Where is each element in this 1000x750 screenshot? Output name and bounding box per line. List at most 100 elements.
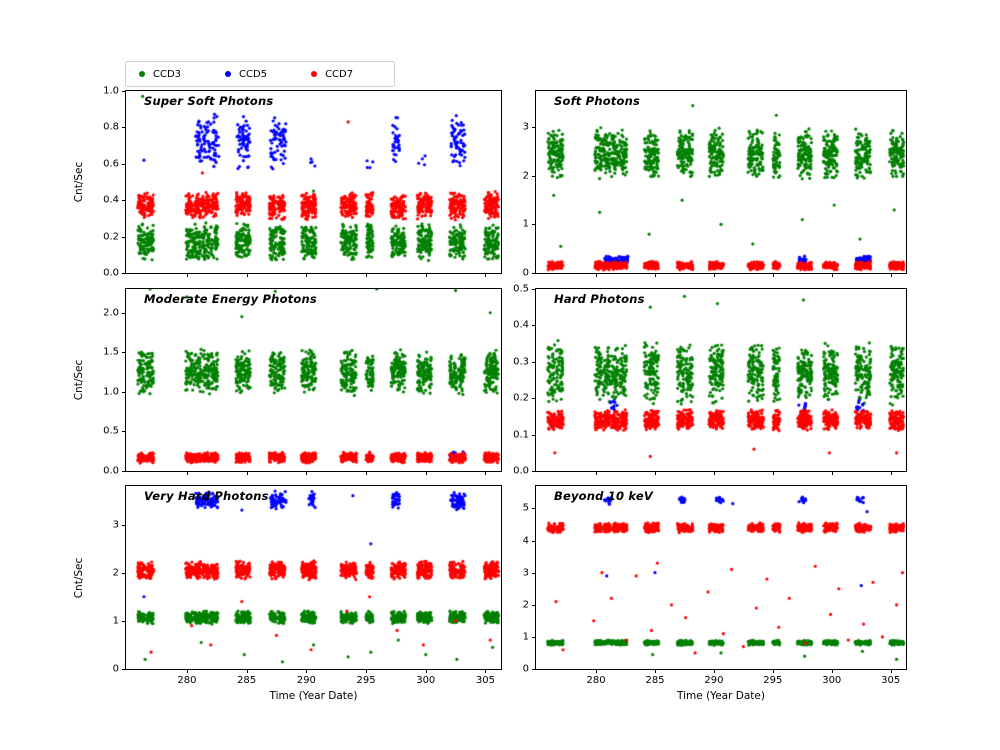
y-tick-mark: [122, 524, 126, 526]
x-tick-mark: [890, 471, 892, 475]
y-tick-mark: [122, 200, 126, 202]
y-tick-mark: [532, 669, 536, 670]
y-tick-label: 0.6: [103, 158, 119, 170]
y-tick-mark: [532, 398, 536, 400]
x-tick-mark: [306, 669, 308, 673]
y-tick-mark: [532, 604, 536, 606]
y-tick-mark: [122, 127, 126, 129]
legend: CCD3 CCD5 CCD7: [125, 61, 395, 87]
x-tick-mark: [655, 471, 656, 475]
y-tick-label: 1: [522, 631, 529, 643]
legend-marker-ccd7-icon: [311, 71, 318, 77]
x-tick-mark: [596, 471, 598, 475]
y-tick-label: 2.0: [103, 307, 119, 319]
y-tick-label: 0.4: [513, 319, 529, 331]
y-tick-label: 0.0: [103, 267, 119, 279]
subplot-beyond-10kev: Beyond 10 keV Time (Year Date) 0 1 2 3 4 5 280…: [523, 485, 907, 702]
x-tick-mark: [246, 471, 248, 475]
x-tick-mark: [713, 273, 715, 277]
y-tick-label: 1: [522, 218, 529, 230]
y-tick-mark: [532, 471, 536, 472]
y-tick-label: 4: [522, 535, 529, 547]
x-tick-label: 300: [416, 675, 436, 686]
y-tick-mark: [122, 431, 126, 433]
y-tick-mark: [532, 127, 536, 129]
y-tick-mark: [532, 508, 536, 510]
x-tick-mark: [713, 669, 715, 673]
x-tick-mark: [425, 273, 427, 277]
y-tick-label: 3: [522, 121, 529, 133]
y-tick-mark: [532, 273, 536, 274]
x-tick-label: 295: [356, 675, 376, 686]
legend-marker-ccd3-icon: [139, 71, 145, 77]
x-tick-mark: [713, 471, 715, 475]
x-tick-mark: [655, 273, 656, 277]
y-tick-label: 0: [522, 267, 529, 279]
subplot-super-soft-photons: Super Soft Photons Cnt/Sec 0.0 0.2 0.4 0.6 0…: [73, 86, 502, 279]
scatter-canvas-soft: [536, 91, 906, 273]
y-tick-mark: [532, 175, 536, 177]
y-tick-mark: [122, 669, 126, 670]
scatter-canvas-very-hard: [126, 486, 501, 669]
legend-item-ccd5: CCD5: [225, 69, 267, 80]
y-tick-mark: [122, 352, 126, 354]
y-tick-mark: [122, 273, 126, 274]
x-tick-mark: [186, 471, 188, 475]
y-tick-label: 0.0: [513, 465, 529, 477]
y-tick-mark: [122, 620, 126, 622]
legend-label-ccd3: CCD3: [153, 68, 182, 80]
y-tick-label: 0: [112, 663, 119, 675]
x-tick-mark: [831, 273, 833, 277]
y-tick-mark: [532, 361, 536, 363]
subplot-very-hard-photons: Very Hard Photons Cnt/Sec Time (Year Dat…: [73, 485, 502, 702]
y-tick-label: 0.2: [103, 231, 119, 243]
y-tick-mark: [532, 572, 536, 574]
x-tick-mark: [366, 471, 368, 475]
subplot-title: Hard Photons: [554, 292, 645, 306]
x-tick-mark: [186, 669, 188, 673]
x-tick-label: 285: [645, 675, 665, 686]
scatter-canvas-super-soft: [126, 91, 501, 273]
y-tick-label: 5: [522, 502, 529, 514]
y-tick-mark: [122, 471, 126, 472]
subplot-title: Moderate Energy Photons: [144, 292, 317, 306]
y-tick-label: 2: [112, 567, 119, 579]
subplot-title: Super Soft Photons: [144, 94, 274, 108]
x-tick-mark: [246, 273, 248, 277]
x-tick-mark: [306, 471, 308, 475]
legend-label-ccd7: CCD7: [325, 68, 354, 80]
x-tick-mark: [485, 471, 487, 475]
legend-label-ccd5: CCD5: [239, 68, 268, 80]
x-tick-mark: [831, 471, 833, 475]
x-tick-mark: [772, 471, 774, 475]
scatter-canvas-beyond-10kev: [536, 486, 906, 669]
y-tick-mark: [122, 572, 126, 574]
legend-item-ccd3: CCD3: [139, 69, 181, 80]
x-tick-label: 290: [296, 675, 316, 686]
y-tick-label: 1.0: [103, 85, 119, 97]
x-tick-mark: [425, 471, 427, 475]
x-tick-mark: [246, 669, 248, 673]
y-tick-mark: [122, 163, 126, 165]
legend-marker-ccd5-icon: [225, 71, 232, 77]
y-tick-mark: [532, 289, 536, 290]
y-tick-label: 0.2: [513, 392, 529, 404]
x-tick-label: 305: [881, 675, 901, 686]
y-tick-label: 2: [522, 170, 529, 182]
y-tick-label: 3: [522, 567, 529, 579]
y-tick-label: 1.5: [103, 346, 119, 358]
y-tick-mark: [532, 325, 536, 327]
y-tick-label: 0.3: [513, 356, 529, 368]
x-tick-label: 285: [237, 675, 257, 686]
y-axis-label: Cnt/Sec: [73, 359, 85, 401]
y-tick-label: 3: [112, 519, 119, 531]
x-tick-mark: [186, 273, 188, 277]
x-tick-mark: [596, 273, 598, 277]
scatter-canvas-moderate: [126, 289, 501, 471]
y-tick-label: 0.5: [103, 425, 119, 437]
y-tick-label: 1.0: [103, 386, 119, 398]
y-tick-mark: [532, 224, 536, 226]
y-tick-label: 2: [522, 599, 529, 611]
x-tick-label: 295: [763, 675, 783, 686]
